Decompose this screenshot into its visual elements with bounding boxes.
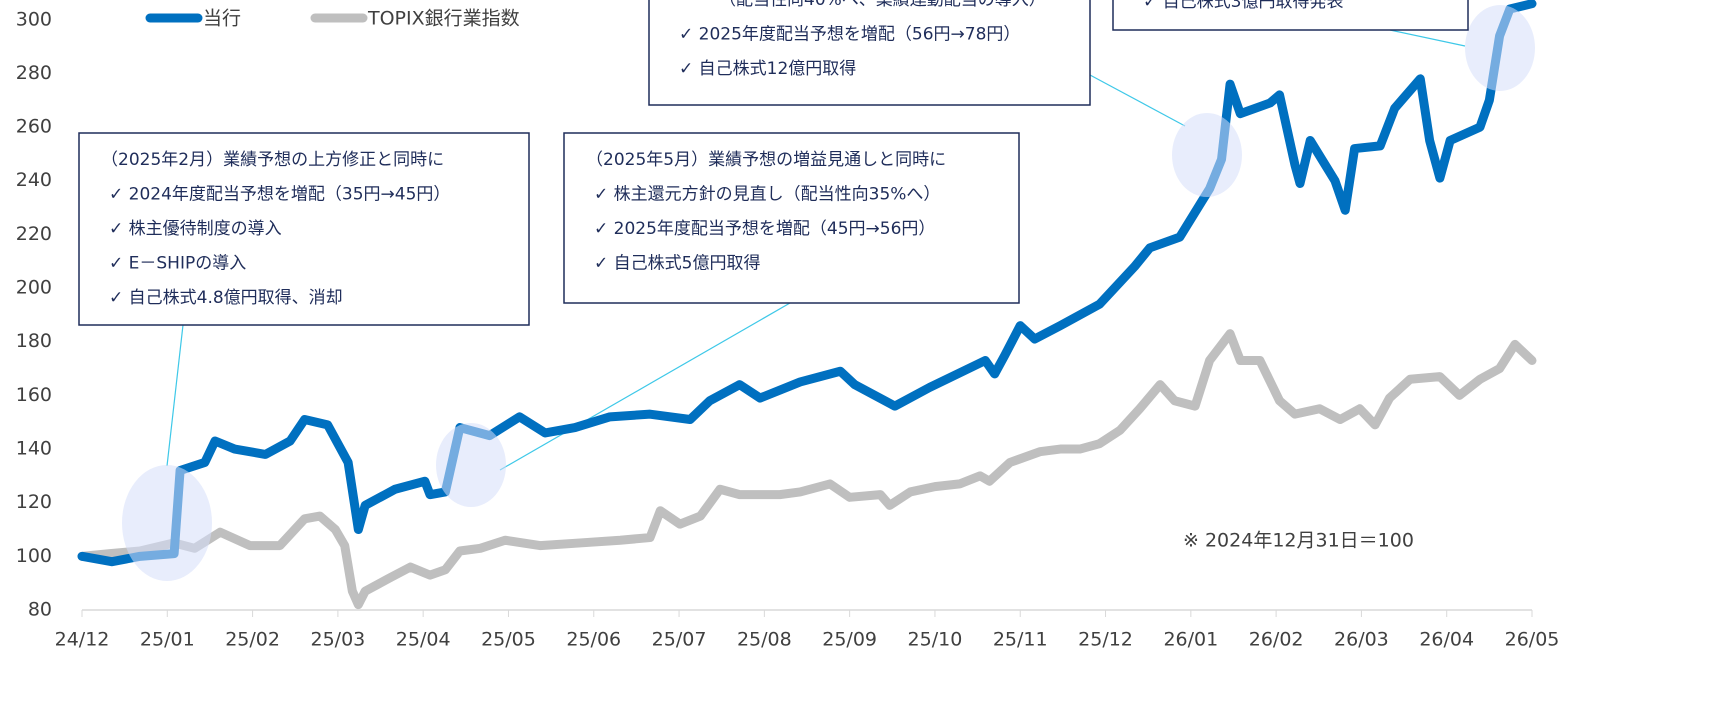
x-tick-label: 25/02: [225, 629, 280, 651]
legend-label: TOPIX銀行業指数: [367, 8, 520, 30]
y-tick-label: 80: [28, 599, 52, 621]
callout-line: [166, 324, 184, 467]
series-line: [77, 329, 1537, 610]
annotation-text: ✓ 自己株式5億円取得: [594, 254, 760, 274]
x-tick-label: 25/10: [908, 629, 963, 651]
x-tick-label: 26/05: [1505, 629, 1560, 651]
x-tick-label: 26/02: [1249, 629, 1304, 651]
x-tick-label: 25/05: [481, 629, 536, 651]
y-tick-label: 260: [16, 116, 52, 138]
x-tick-label: 26/04: [1419, 629, 1474, 651]
callout-line: [499, 302, 791, 471]
y-tick-label: 300: [16, 8, 52, 30]
y-tick-label: 280: [16, 62, 52, 84]
legend-label: 当行: [203, 8, 241, 30]
x-tick-label: 25/08: [737, 629, 792, 651]
x-tick-label: 24/12: [55, 629, 110, 651]
annotation-text: ✓ 自己株式4.8億円取得、消却: [109, 288, 343, 308]
note: ※ 2024年12月31日＝100: [1183, 530, 1414, 552]
highlight: [122, 465, 212, 581]
y-tick-label: 160: [16, 384, 52, 406]
callout-line: [1089, 74, 1186, 127]
x-tick-label: 25/03: [310, 629, 365, 651]
annotation-text: （2025年2月）業績予想の上方修正と同時に: [101, 150, 444, 170]
y-tick-label: 240: [16, 169, 52, 191]
annotation-text: ✓ 2025年度配当予想を増配（56円→78円）: [679, 25, 1020, 45]
callouts: [166, 29, 1466, 471]
x-tick-label: 25/04: [396, 629, 451, 651]
x-tick-label: 26/03: [1334, 629, 1389, 651]
highlight: [1465, 5, 1535, 91]
annotation-text: ✓ 自己株式3億円取得発表: [1143, 0, 1343, 12]
annotation-box: [1112, 0, 1469, 31]
annotation-text: （配当性向40%へ、業績連動配当の導入）: [719, 0, 1046, 10]
annotation-box: [648, 0, 1091, 106]
y-tick-label: 140: [16, 438, 52, 460]
annotation-text: （2025年5月）業績予想の増益見通しと同時に: [586, 150, 946, 170]
y-tick-label: 120: [16, 491, 52, 513]
x-tick-label: 25/01: [140, 629, 195, 651]
x-tick-label: 25/12: [1078, 629, 1133, 651]
callout-line: [1389, 29, 1466, 47]
y-tick-label: 100: [16, 545, 52, 567]
annotation-text: ✓ E－SHIPの導入: [109, 254, 246, 274]
y-tick-label: 180: [16, 330, 52, 352]
highlight: [436, 423, 506, 507]
annotation-text: ✓ 株主優待制度の導入: [109, 219, 282, 239]
annotation-box: [78, 132, 530, 326]
highlight: [1172, 113, 1242, 197]
x-tick-label: 25/07: [652, 629, 707, 651]
annotation-text: ✓ 2024年度配当予想を増配（35円→45円）: [109, 185, 450, 205]
x-tick-label: 25/09: [822, 629, 877, 651]
annotation-text: ✓ 株主還元方針の見直し（配当性向35%へ）: [594, 185, 940, 205]
x-tick-label: 26/01: [1163, 629, 1218, 651]
y-tick-label: 220: [16, 223, 52, 245]
x-tick-label: 25/11: [993, 629, 1048, 651]
y-tick-label: 200: [16, 277, 52, 299]
annotation-text: ✓ 2025年度配当予想を増配（45円→56円）: [594, 219, 935, 239]
series-line: [77, 0, 1537, 567]
annotation-box: [563, 132, 1020, 304]
x-tick-label: 25/06: [566, 629, 621, 651]
annotation-text: ✓ 自己株式12億円取得: [679, 59, 856, 79]
